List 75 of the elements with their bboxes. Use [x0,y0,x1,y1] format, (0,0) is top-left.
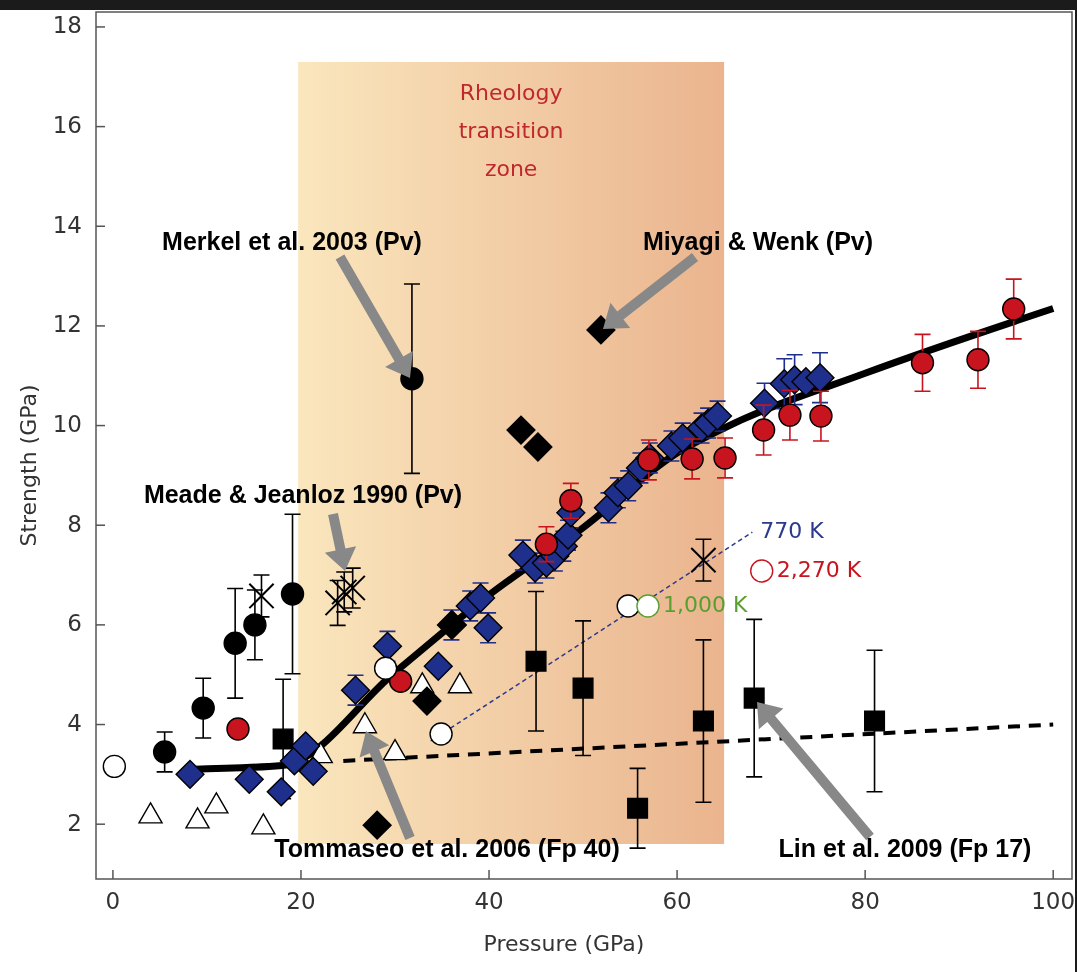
x-axis-title: Pressure (GPa) [483,931,645,956]
point [627,797,649,819]
point [778,403,802,427]
y-tick-label: 2 [67,809,82,836]
point [266,777,296,807]
point [559,489,583,513]
point [291,731,321,761]
point [525,650,547,672]
point [966,348,990,372]
point [751,418,776,442]
point [636,594,660,618]
annotation: Tommaseo et al. 2006 (Fp 40) [274,833,620,862]
point [340,675,371,705]
point [175,759,205,789]
point [809,404,833,428]
point [910,351,935,375]
point [248,582,275,610]
point [362,810,392,840]
y-tick-label: 6 [67,610,82,637]
y-tick-label: 14 [52,211,82,238]
annotation: Meade & Jeanloz 1990 (Pv) [143,479,463,508]
point [223,631,247,655]
point [339,574,366,602]
annotation: Lin et al. 2009 (Fp 17) [778,833,1032,862]
point [668,423,698,453]
point [191,696,215,720]
point [388,669,413,693]
point [272,728,294,750]
point [805,363,835,393]
point [692,710,714,732]
annotation: Miyagi & Wenk (Pv) [642,226,874,255]
point [243,613,267,637]
x-tick-label: 0 [105,888,121,914]
point [864,710,886,732]
band-label: Rheology transition zone [458,80,564,181]
point [690,546,717,574]
point [702,401,733,431]
point [152,740,177,764]
point [750,559,774,583]
x-tick-label: 100 [1031,888,1076,914]
point [280,582,305,606]
point [226,717,250,741]
point [429,722,453,746]
point [372,631,403,661]
y-axis-title: Strength (GPa) [16,384,41,547]
y-tick-label: 12 [52,311,82,338]
point [423,651,453,681]
point [234,764,264,794]
annotation: Merkel et al. 2003 (Pv) [162,226,422,255]
point [473,613,503,643]
series-label: 770 K [760,518,825,544]
y-tick-label: 10 [52,411,82,438]
point [331,578,358,606]
point [373,656,398,680]
y-tick-label: 8 [67,510,82,537]
x-tick-label: 40 [474,888,504,914]
point [412,686,442,716]
point [324,589,351,617]
point [465,583,496,613]
point [713,446,737,470]
series-label: 2,270 K [776,557,862,583]
x-tick-label: 20 [286,888,316,914]
point [616,594,640,618]
point [523,432,553,462]
point [1002,297,1026,321]
point [572,677,594,699]
y-tick-label: 4 [67,710,82,737]
point [506,415,536,445]
x-tick-label: 80 [850,888,880,914]
point [680,447,704,471]
y-tick-label: 18 [52,12,82,39]
y-tick-label: 16 [52,112,82,139]
point [534,532,559,556]
x-tick-label: 60 [662,888,692,914]
point [298,756,328,786]
